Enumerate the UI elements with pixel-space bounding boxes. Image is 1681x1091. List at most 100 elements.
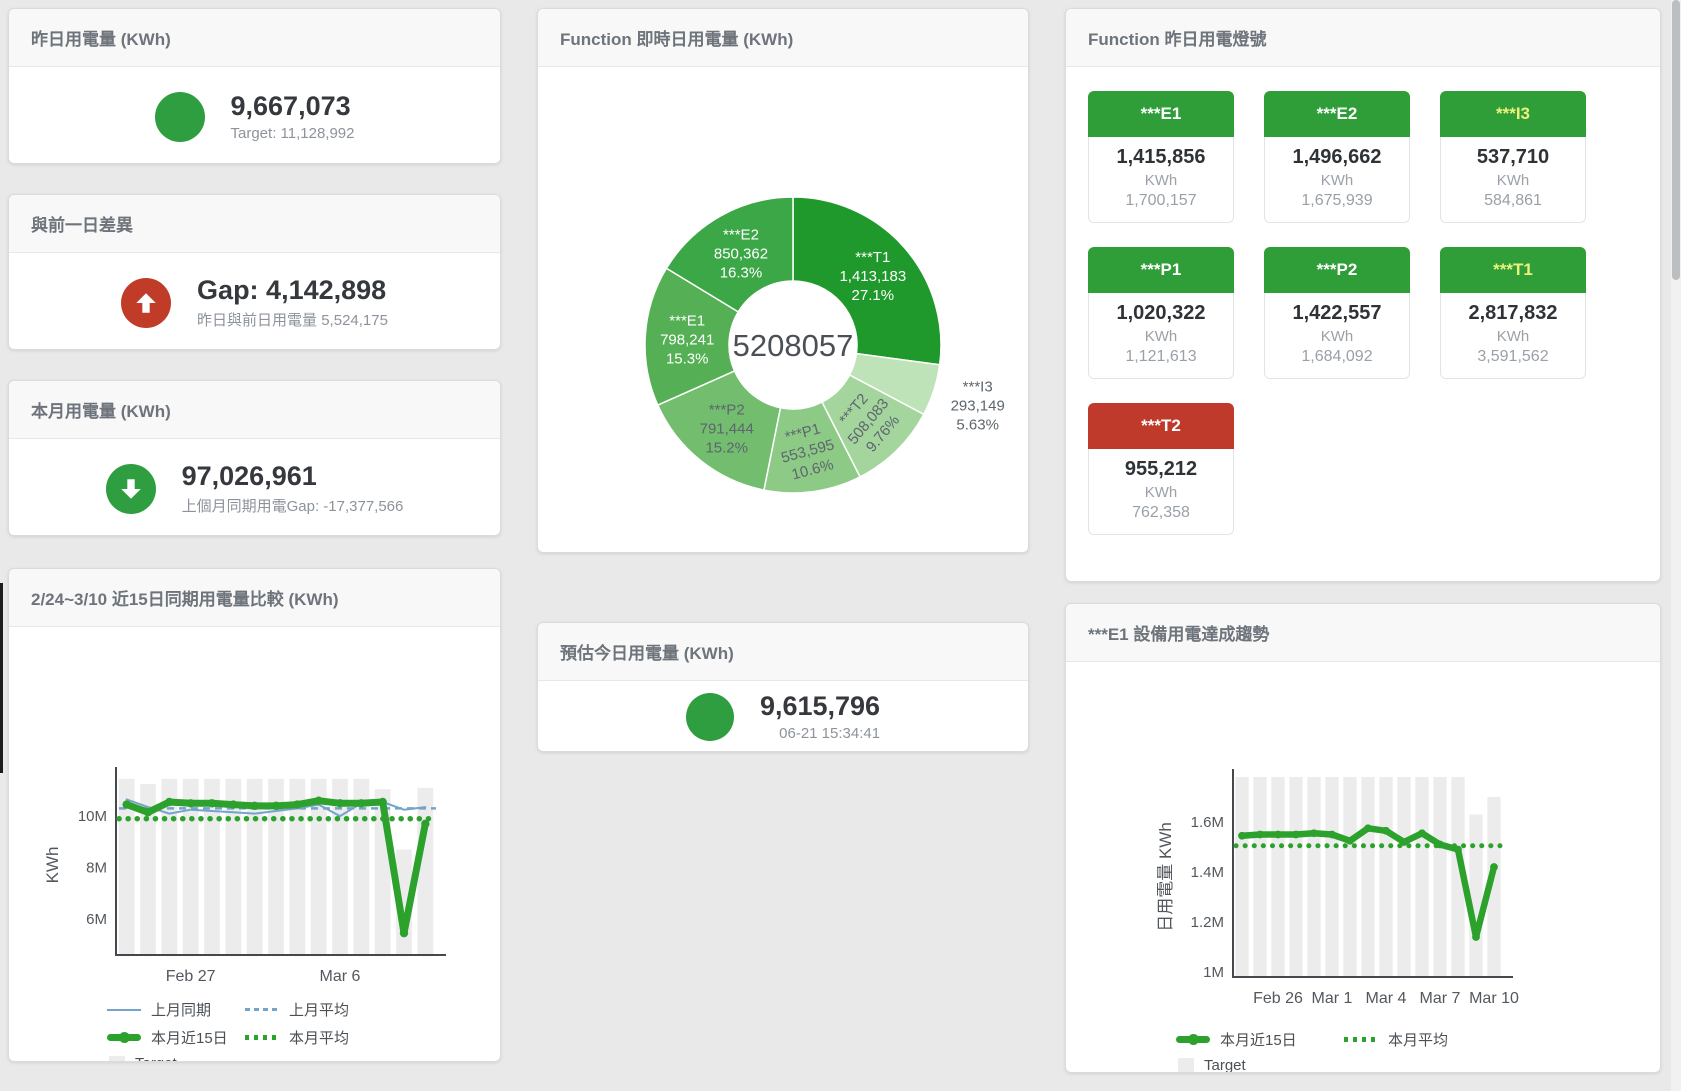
lamp-tile-e2: ***E2 1,496,662 KWh 1,675,939 xyxy=(1264,91,1410,223)
svg-text:KWh: KWh xyxy=(43,847,62,884)
card-title: Function 即時日用電量 (KWh) xyxy=(538,9,1028,67)
lamp-grid: ***E1 1,415,856 KWh 1,700,157 ***E2 1,49… xyxy=(1088,91,1660,535)
svg-text:Mar 10: Mar 10 xyxy=(1469,990,1519,1007)
svg-text:Feb 27: Feb 27 xyxy=(166,968,216,985)
lamp-unit: KWh xyxy=(1144,328,1178,345)
yesterday-usage-card: 昨日用電量 (KWh) 9,667,073 Target: 11,128,992 xyxy=(8,8,501,164)
lamps-card: Function 昨日用電燈號 ***E1 1,415,856 KWh 1,70… xyxy=(1065,8,1661,582)
lamp-tile-header: ***P2 xyxy=(1264,247,1410,293)
card-title: 2/24~3/10 近15日同期用電量比較 (KWh) xyxy=(9,569,500,627)
lamp-unit: KWh xyxy=(1320,328,1354,345)
up-arrow-icon xyxy=(136,292,156,313)
lamp-name: ***I3 xyxy=(1495,104,1531,123)
legend-label: Target xyxy=(1204,1057,1246,1073)
lamp-tile-header: ***I3 xyxy=(1440,91,1586,137)
legend-label: 本月近15日 xyxy=(1220,1032,1297,1049)
svg-text:Mar 6: Mar 6 xyxy=(320,968,361,985)
svg-text:1M: 1M xyxy=(1203,964,1224,981)
lamp-unit: KWh xyxy=(1496,172,1530,189)
legend-item-target[interactable]: Target xyxy=(1176,1057,1344,1073)
lamp-tile-header: ***P1 xyxy=(1088,247,1234,293)
compare15-legend: 上月同期 上月平均 本月近15日 本月平均 Target xyxy=(9,999,500,1061)
legend-label: 上月同期 xyxy=(151,1002,212,1019)
lamp-tile-p2: ***P2 1,422,557 KWh 1,684,092 xyxy=(1264,247,1410,379)
card-title: 預估今日用電量 (KWh) xyxy=(538,623,1028,681)
lamp-target: 3,591,562 xyxy=(1477,348,1549,365)
legend-item-this-month-avg[interactable]: 本月平均 xyxy=(245,1027,405,1048)
pie-slice-label: ***E2 850,362 16.3% xyxy=(714,227,768,282)
estimate-timestamp: 06-21 15:34:41 xyxy=(779,725,881,743)
lamp-unit: KWh xyxy=(1496,328,1530,345)
day-gap-subtitle: 昨日與前日用電量 5,524,175 xyxy=(197,312,388,330)
day-gap-card: 與前一日差異 Gap: 4,142,898 昨日與前日用電量 5,524,175 xyxy=(8,194,501,350)
legend-item-last-month-avg[interactable]: 上月平均 xyxy=(245,999,405,1020)
pie-slice-label: ***E1 798,241 15.3% xyxy=(660,312,714,367)
yesterday-usage-value: 9,667,073 xyxy=(230,90,351,121)
month-usage-card: 本月用電量 (KWh) 97,026,961 上個月同期用電Gap: -17,3… xyxy=(8,380,501,536)
lamp-target: 1,675,939 xyxy=(1301,192,1373,209)
lamp-value: 1,422,557 xyxy=(1292,302,1382,324)
blue-line-swatch-icon xyxy=(107,1008,141,1011)
lamp-tile-header: ***T2 xyxy=(1088,403,1234,449)
pie-center-total: 5208057 xyxy=(733,328,854,363)
estimate-card: 預估今日用電量 (KWh) 9,615,796 06-21 15:34:41 xyxy=(537,622,1029,752)
gray-box-swatch-icon xyxy=(109,1055,125,1061)
pie-slice-label: ***P2 791,444 15.2% xyxy=(700,402,754,457)
lamp-value: 1,496,662 xyxy=(1292,146,1382,168)
pie-slice-E2[interactable] xyxy=(665,196,794,313)
green-line-swatch-icon xyxy=(107,1032,141,1043)
lamp-target: 1,121,613 xyxy=(1125,348,1197,365)
legend-label: Target xyxy=(135,1055,177,1061)
lamp-value: 955,212 xyxy=(1124,458,1198,480)
e1-trend-card: ***E1 設備用電達成趨勢 1M 1.2M 1.4M 1.6M Feb 26 Mar 1… xyxy=(1065,603,1661,1073)
legend-label: 本月平均 xyxy=(289,1030,350,1047)
legend-item-this-month[interactable]: 本月近15日 xyxy=(1176,1029,1344,1050)
legend-item-this-month-avg[interactable]: 本月平均 xyxy=(1344,1029,1514,1050)
day-gap-value: Gap: 4,142,898 xyxy=(197,274,387,305)
window-edge-artifact xyxy=(0,583,3,773)
pie-slice-label: ***I3 293,149 5.63% xyxy=(951,378,1005,433)
pie-slice-E1[interactable] xyxy=(644,267,740,407)
legend-label: 本月近15日 xyxy=(151,1030,228,1047)
gray-box-swatch-icon xyxy=(1178,1057,1194,1072)
svg-text:1.2M: 1.2M xyxy=(1191,914,1224,931)
lamp-name: ***T1 xyxy=(1493,260,1533,279)
compare15-chart[interactable]: 6M 8M 10M Feb 27 Mar 6 KWh xyxy=(21,687,491,997)
svg-text:6M: 6M xyxy=(86,911,107,928)
estimate-value: 9,615,796 xyxy=(759,690,881,721)
lamp-unit: KWh xyxy=(1320,172,1354,189)
svg-text:Mar 1: Mar 1 xyxy=(1312,990,1353,1007)
lamp-tile-t2: ***T2 955,212 KWh 762,358 xyxy=(1088,403,1234,535)
legend-item-this-month[interactable]: 本月近15日 xyxy=(107,1027,245,1048)
scrollbar[interactable] xyxy=(1671,0,1681,1091)
green-status-circle-icon xyxy=(154,91,205,142)
legend-item-last-month[interactable]: 上月同期 xyxy=(107,999,245,1020)
lamp-name: ***T2 xyxy=(1141,416,1181,435)
lamp-name: ***P2 xyxy=(1316,260,1358,279)
legend-item-target[interactable]: Target xyxy=(107,1055,245,1061)
e1-trend-chart[interactable]: 1M 1.2M 1.4M 1.6M Feb 26 Mar 1 Mar 4 Mar 7 Mar 1… xyxy=(1088,717,1638,1027)
yesterday-usage-target: Target: 11,128,992 xyxy=(230,125,355,143)
lamp-unit: KWh xyxy=(1144,172,1178,189)
scrollbar-thumb[interactable] xyxy=(1672,0,1680,280)
svg-text:日用電量 KWh: 日用電量 KWh xyxy=(1156,822,1175,932)
lamp-target: 1,700,157 xyxy=(1125,192,1197,209)
month-usage-gap: 上個月同期用電Gap: -17,377,566 xyxy=(181,498,404,516)
lamp-target: 584,861 xyxy=(1484,192,1542,209)
green-dotted-swatch-icon xyxy=(245,1035,279,1040)
lamp-name: ***P1 xyxy=(1140,260,1182,279)
card-title: 與前一日差異 xyxy=(9,195,500,253)
svg-text:1.6M: 1.6M xyxy=(1191,814,1224,831)
green-line-swatch-icon xyxy=(1176,1034,1210,1045)
pie-slice-T1[interactable] xyxy=(792,196,942,366)
lamp-value: 537,710 xyxy=(1476,146,1550,168)
lamp-name: ***E2 xyxy=(1316,104,1358,123)
realtime-pie-chart[interactable]: ***T1 1,413,183 27.1%***I3 293,149 5.63%***T… xyxy=(538,67,1029,553)
blue-dashed-swatch-icon xyxy=(245,1008,279,1011)
compare15-card: 2/24~3/10 近15日同期用電量比較 (KWh) 6M 8M 10M Feb 2… xyxy=(8,568,501,1062)
svg-text:Feb 26: Feb 26 xyxy=(1253,990,1303,1007)
green-dotted-swatch-icon xyxy=(1344,1037,1378,1042)
svg-text:Mar 7: Mar 7 xyxy=(1420,990,1461,1007)
lamp-tile-e1: ***E1 1,415,856 KWh 1,700,157 xyxy=(1088,91,1234,223)
lamp-target: 1,684,092 xyxy=(1301,348,1373,365)
